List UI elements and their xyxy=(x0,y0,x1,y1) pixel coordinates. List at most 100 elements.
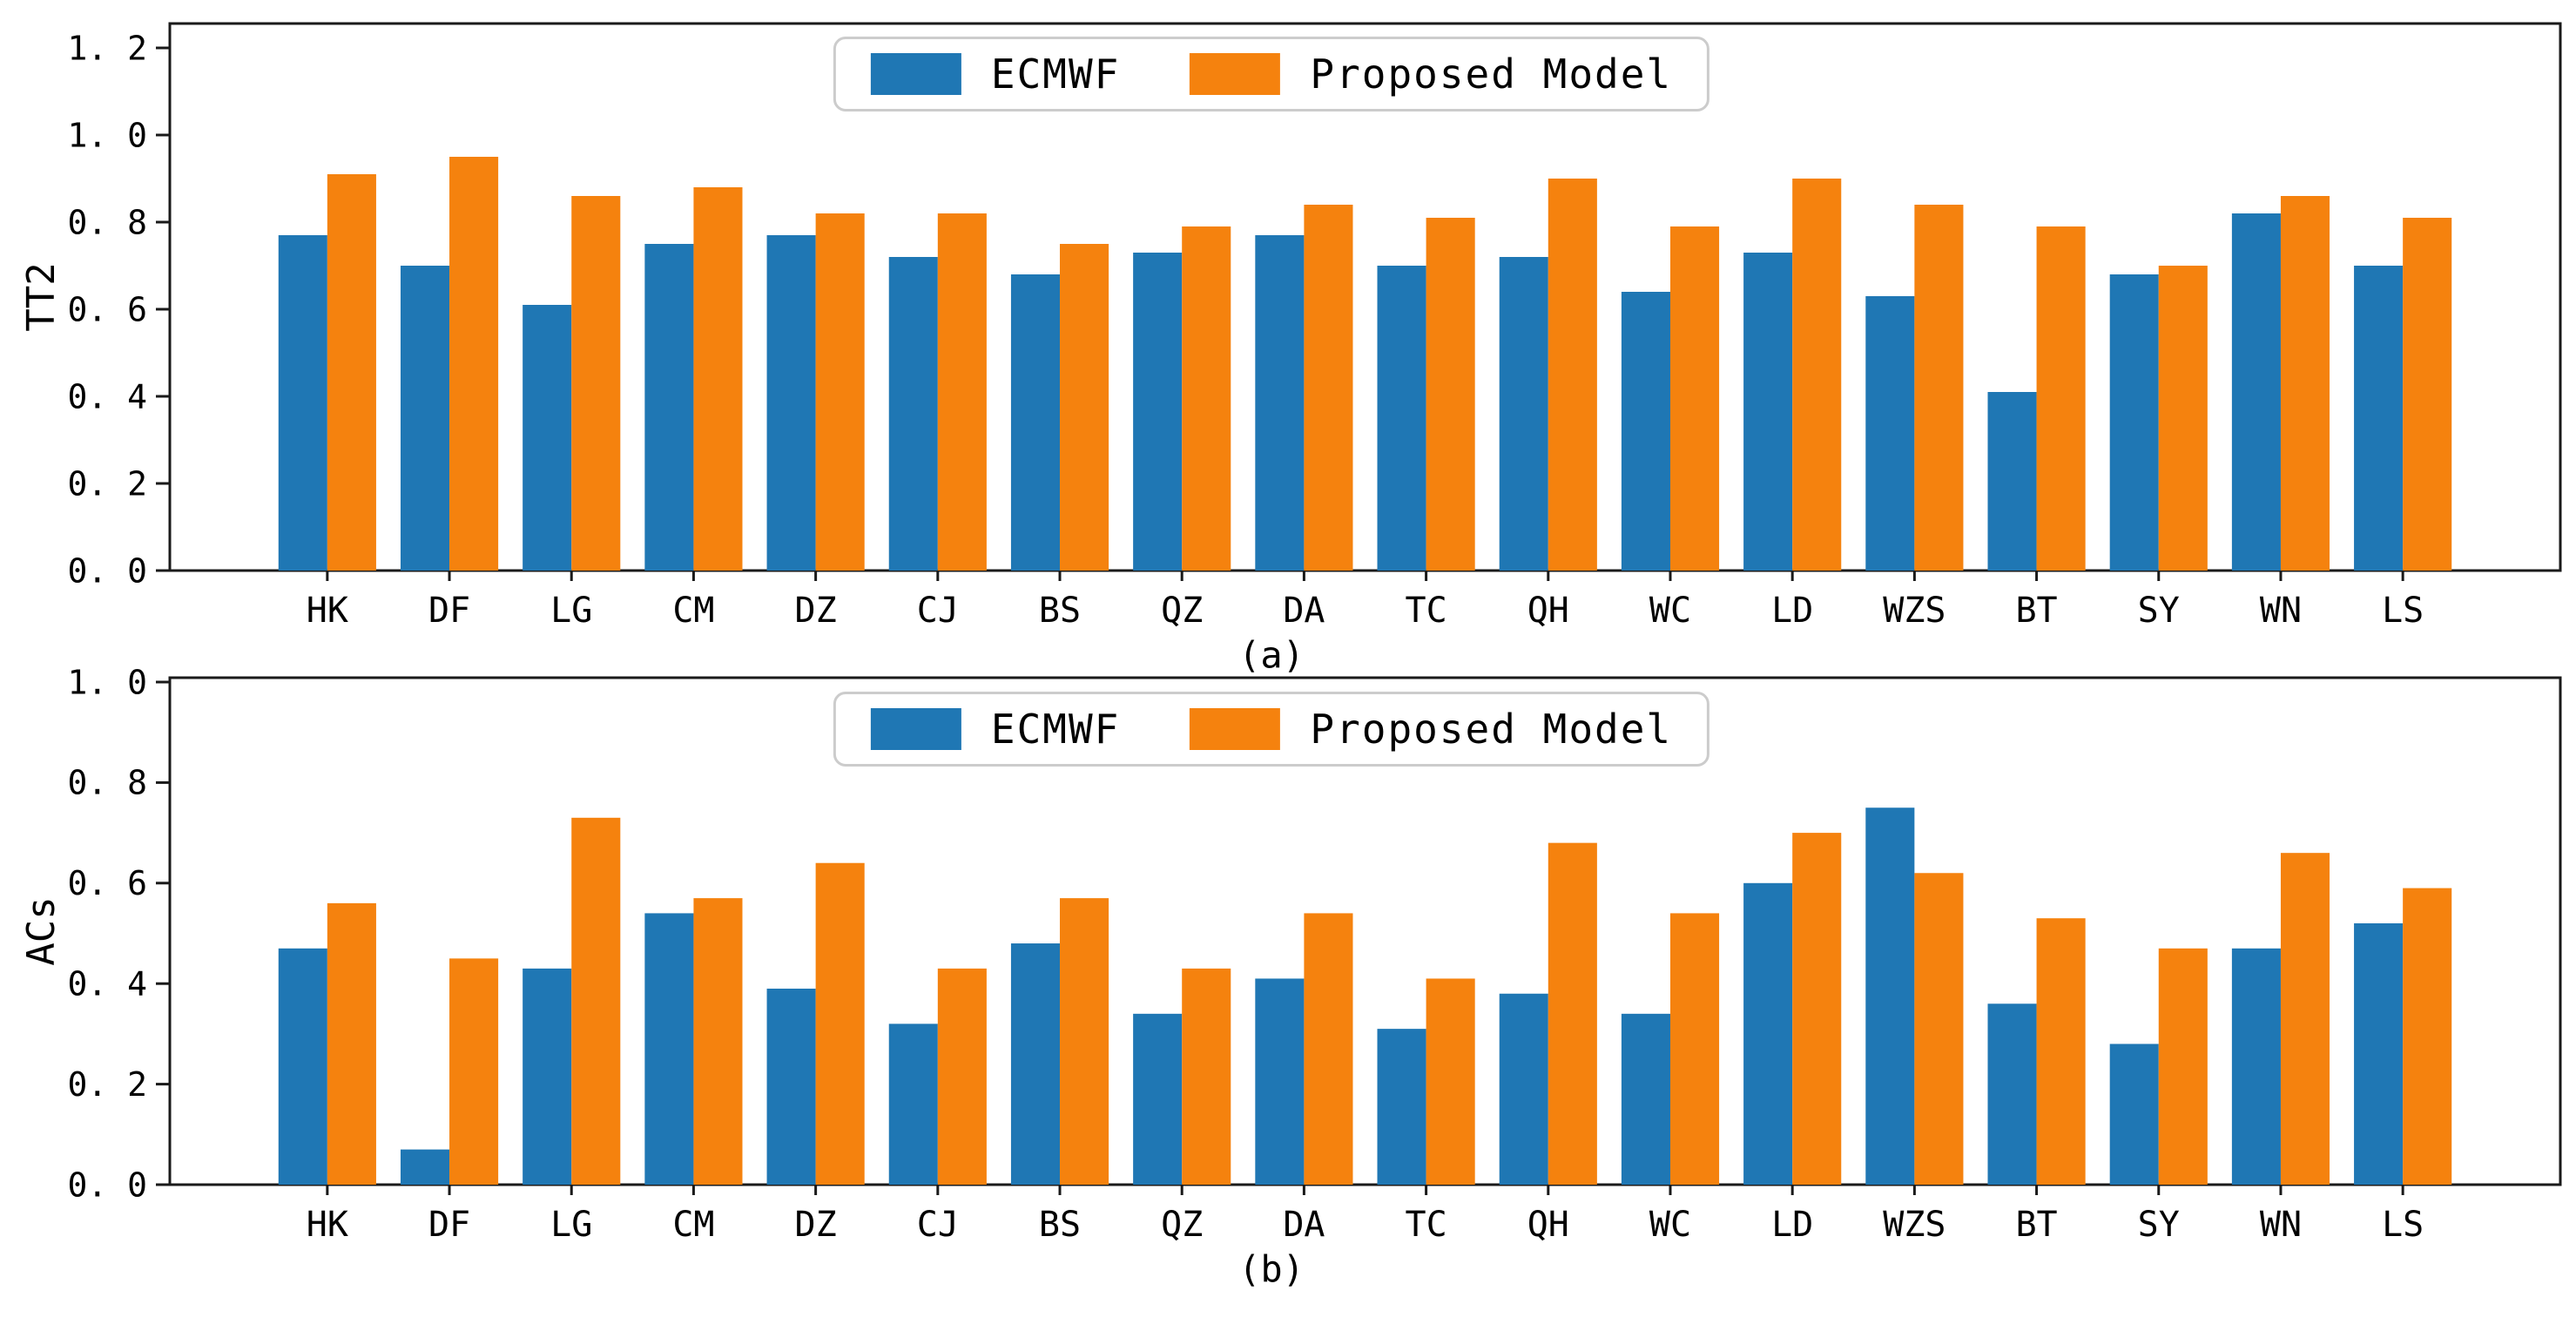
x-tick-label-WZS: WZS xyxy=(1883,591,1945,631)
bar-a-WC-ecmwf xyxy=(1621,292,1670,571)
bar-a-DZ-ecmwf xyxy=(766,235,816,571)
y-axis-label-a: TT2 xyxy=(19,262,64,331)
x-tick-label-QH: QH xyxy=(1527,1205,1569,1245)
panel-a: 0. 0 0. 2 0. 4 0. 6 0. 8 1. 0 1. 2 HK DF LG CM DZ CJ… xyxy=(19,22,2562,677)
bar-b-BT-proposed xyxy=(2036,918,2086,1185)
bar-b-DA-ecmwf xyxy=(1255,978,1305,1185)
legend-swatch-proposed-model xyxy=(1190,53,1281,95)
legend-swatch-ecmwf xyxy=(870,708,961,750)
bar-a-WN-proposed xyxy=(2280,196,2330,571)
bar-b-DZ-proposed xyxy=(815,862,865,1185)
bar-a-DF-proposed xyxy=(449,157,499,571)
bar-a-LD-proposed xyxy=(1792,179,1842,571)
bar-b-WZS-proposed xyxy=(1914,873,1964,1185)
y-tick-label: 0. 4 xyxy=(67,965,147,1003)
bar-b-BT-ecmwf xyxy=(1987,1003,2037,1185)
bar-b-CM-proposed xyxy=(693,898,743,1185)
bar-b-LS-proposed xyxy=(2403,888,2452,1185)
bar-b-DF-proposed xyxy=(449,958,499,1185)
bar-a-LG-proposed xyxy=(571,196,621,571)
caption-b: (b) xyxy=(1238,1248,1305,1291)
legend-panel-b: ECMWF Proposed Model xyxy=(833,692,1710,767)
x-tick-label-DF: DF xyxy=(428,591,470,631)
bar-a-DZ-proposed xyxy=(815,213,865,571)
axes-box xyxy=(168,22,2562,572)
x-tick-label-BT: BT xyxy=(2015,591,2057,631)
x-tick-label-WC: WC xyxy=(1649,591,1691,631)
y-tick-label: 0. 6 xyxy=(67,290,147,328)
x-tick-label-BT: BT xyxy=(2015,1205,2057,1245)
legend-swatch-ecmwf xyxy=(870,53,961,95)
bar-b-LD-ecmwf xyxy=(1743,882,1793,1185)
x-tick-label-CM: CM xyxy=(672,591,714,631)
x-tick-label-DZ: DZ xyxy=(795,1205,837,1245)
x-tick-label-QZ: QZ xyxy=(1161,1205,1203,1245)
bar-a-QZ-proposed xyxy=(1182,226,1231,571)
x-tick-label-WN: WN xyxy=(2260,591,2302,631)
x-tick-label-LD: LD xyxy=(1771,1205,1813,1245)
y-tick-label: 0. 4 xyxy=(67,377,147,416)
caption-a: (a) xyxy=(1238,634,1305,677)
bar-a-WZS-proposed xyxy=(1914,205,1964,571)
y-axis-label-b: ACs xyxy=(19,896,64,965)
x-tick-label-HK: HK xyxy=(307,591,348,631)
bar-a-SY-ecmwf xyxy=(2109,274,2159,571)
bar-a-CJ-proposed xyxy=(937,213,987,571)
bar-a-QH-proposed xyxy=(1548,179,1597,571)
x-tick-label-CJ: CJ xyxy=(917,1205,959,1245)
x-tick-label-BS: BS xyxy=(1039,591,1081,631)
bar-a-QH-ecmwf xyxy=(1499,257,1548,571)
y-tick-label: 0. 2 xyxy=(67,1065,147,1104)
bar-b-WN-proposed xyxy=(2280,853,2330,1185)
bar-a-WZS-ecmwf xyxy=(1865,296,1915,571)
bar-b-CM-ecmwf xyxy=(644,913,694,1185)
bar-b-QH-proposed xyxy=(1548,842,1597,1185)
x-tick-label-CJ: CJ xyxy=(917,591,959,631)
bar-b-WN-ecmwf xyxy=(2231,948,2281,1185)
bar-a-WN-ecmwf xyxy=(2231,213,2281,571)
bar-b-SY-proposed xyxy=(2158,948,2208,1185)
bar-b-LD-proposed xyxy=(1792,833,1842,1185)
bar-a-BS-proposed xyxy=(1060,244,1109,571)
x-tick-label-SY: SY xyxy=(2138,591,2180,631)
y-tick-label: 1. 0 xyxy=(67,663,147,701)
bar-a-QZ-ecmwf xyxy=(1133,253,1183,571)
bar-a-SY-proposed xyxy=(2158,266,2208,571)
bar-b-LG-proposed xyxy=(571,817,621,1185)
x-tick-label-DZ: DZ xyxy=(795,591,837,631)
bar-a-LS-ecmwf xyxy=(2354,266,2404,571)
y-tick-label: 0. 2 xyxy=(67,464,147,503)
bar-a-CM-proposed xyxy=(693,187,743,571)
bar-b-BS-proposed xyxy=(1060,898,1109,1185)
legend-label-proposed-model: Proposed Model xyxy=(1310,51,1673,98)
x-tick-label-LS: LS xyxy=(2382,1205,2424,1245)
bar-b-LS-ecmwf xyxy=(2354,922,2404,1185)
bar-a-TC-proposed xyxy=(1426,218,1475,571)
bar-a-WC-proposed xyxy=(1669,226,1720,571)
x-tick-label-WN: WN xyxy=(2260,1205,2302,1245)
bar-a-BT-proposed xyxy=(2036,226,2086,571)
x-tick-label-CM: CM xyxy=(672,1205,714,1245)
bar-a-DF-ecmwf xyxy=(400,266,450,571)
y-tick-label: 1. 0 xyxy=(67,116,147,154)
bar-b-WC-ecmwf xyxy=(1621,1013,1670,1185)
bar-a-DA-proposed xyxy=(1304,205,1353,571)
bar-b-SY-ecmwf xyxy=(2109,1044,2159,1185)
bar-a-CM-ecmwf xyxy=(644,244,694,571)
bar-a-HK-proposed xyxy=(327,174,376,571)
legend-label-proposed-model: Proposed Model xyxy=(1310,706,1673,753)
bar-a-TC-ecmwf xyxy=(1377,266,1426,571)
x-tick-label-LG: LG xyxy=(550,1205,592,1245)
y-tick-label: 1. 2 xyxy=(67,29,147,67)
bar-a-BS-ecmwf xyxy=(1010,274,1061,571)
bar-b-HK-ecmwf xyxy=(278,948,327,1185)
x-tick-label-SY: SY xyxy=(2138,1205,2180,1245)
x-tick-label-BS: BS xyxy=(1039,1205,1081,1245)
bar-b-QZ-proposed xyxy=(1182,968,1231,1185)
x-tick-label-TC: TC xyxy=(1406,591,1447,631)
x-tick-label-DA: DA xyxy=(1283,1205,1325,1245)
y-tick-label: 0. 0 xyxy=(67,551,147,590)
x-tick-label-QZ: QZ xyxy=(1161,591,1203,631)
